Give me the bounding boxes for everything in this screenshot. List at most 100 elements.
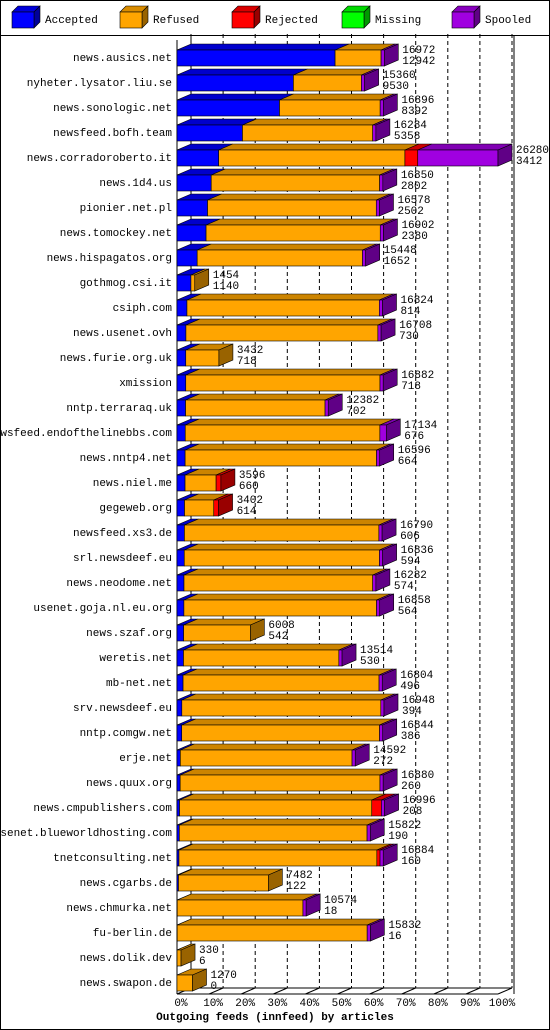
bar-segment bbox=[351, 749, 356, 767]
bar-segment bbox=[417, 149, 499, 167]
bar-segment bbox=[179, 824, 368, 842]
y-tick-label: weretis.net bbox=[99, 653, 172, 665]
bar-segment bbox=[179, 799, 373, 817]
bar-segment bbox=[185, 374, 381, 392]
total-label: 3432 bbox=[237, 345, 263, 357]
bar-segment bbox=[376, 449, 381, 467]
accepted-label: 564 bbox=[398, 606, 418, 618]
bar-side bbox=[375, 118, 391, 142]
accepted-label: 574 bbox=[394, 581, 414, 593]
bar-top bbox=[183, 643, 353, 651]
bar-segment bbox=[379, 224, 384, 242]
bar-segment bbox=[379, 424, 387, 442]
bar-segment bbox=[176, 99, 280, 117]
accepted-label: 16 bbox=[388, 931, 401, 943]
accepted-label: 272 bbox=[373, 756, 393, 768]
bar-side bbox=[382, 368, 398, 392]
bar-side bbox=[382, 768, 398, 792]
total-label: 16282 bbox=[394, 570, 427, 582]
y-tick-label: news.cgarbs.de bbox=[80, 878, 172, 890]
y-tick-label: news.furie.org.uk bbox=[60, 353, 173, 365]
bar-segment bbox=[242, 124, 373, 142]
accepted-label: 660 bbox=[239, 481, 259, 493]
bar-segment bbox=[179, 774, 381, 792]
bar-segment bbox=[184, 424, 381, 442]
total-label: 16858 bbox=[398, 595, 431, 607]
total-label: 330 bbox=[199, 945, 219, 957]
y-tick-label: news.quux.org bbox=[86, 778, 172, 790]
bar-side bbox=[268, 868, 283, 892]
bar-segment bbox=[376, 599, 381, 617]
y-tick-label: gothmog.csi.it bbox=[80, 278, 172, 290]
bar-segment bbox=[176, 249, 198, 267]
bar-side bbox=[382, 168, 398, 192]
x-tick-label: 30% bbox=[267, 998, 287, 1010]
y-tick-label: srv.newsdeef.eu bbox=[73, 703, 172, 715]
legend-swatch bbox=[119, 11, 143, 29]
bar-side bbox=[375, 568, 391, 592]
bar-segment bbox=[184, 474, 217, 492]
bar-side bbox=[341, 643, 357, 667]
bar-segment bbox=[176, 449, 186, 467]
accepted-label: 160 bbox=[401, 856, 421, 868]
total-label: 14592 bbox=[373, 745, 406, 757]
bar-segment bbox=[361, 74, 365, 92]
bar-side bbox=[384, 43, 399, 67]
bar-segment bbox=[176, 374, 187, 392]
bar-top bbox=[180, 768, 395, 776]
x-tick bbox=[497, 987, 513, 995]
bar-top bbox=[207, 193, 391, 201]
bar-segment bbox=[178, 874, 269, 892]
total-label: 16596 bbox=[398, 445, 431, 457]
bar-side bbox=[383, 218, 398, 242]
bar-segment bbox=[184, 524, 380, 542]
x-tick bbox=[241, 987, 256, 995]
x-tick-label: 50% bbox=[332, 998, 352, 1010]
accepted-label: 718 bbox=[401, 381, 421, 393]
total-label: 1270 bbox=[211, 970, 237, 982]
legend-label: Accepted bbox=[45, 15, 98, 27]
bar-segment bbox=[183, 649, 340, 667]
accepted-label: 614 bbox=[237, 506, 257, 518]
bar-side bbox=[382, 843, 398, 867]
bar-top bbox=[181, 718, 394, 726]
bar-side bbox=[192, 968, 207, 992]
bar-segment bbox=[176, 324, 187, 342]
bar-segment bbox=[176, 274, 192, 292]
bar-top bbox=[279, 93, 395, 101]
bar-segment bbox=[176, 299, 188, 317]
accepted-label: 1140 bbox=[213, 281, 239, 293]
bar-segment bbox=[183, 549, 380, 567]
bar-side bbox=[381, 518, 397, 542]
bar-segment bbox=[176, 924, 368, 942]
accepted-label: 386 bbox=[401, 731, 421, 743]
bar-side bbox=[382, 718, 398, 742]
total-label: 16972 bbox=[402, 45, 435, 57]
total-label: 15448 bbox=[384, 245, 417, 257]
bar-segment bbox=[366, 924, 371, 942]
total-label: 3402 bbox=[237, 495, 263, 507]
y-tick-label: news.neodome.net bbox=[66, 578, 172, 590]
y-tick-label: nntp.comgw.net bbox=[80, 728, 172, 740]
total-label: 16948 bbox=[402, 695, 435, 707]
y-tick-label: nntp.terraraq.uk bbox=[66, 403, 172, 415]
accepted-label: 606 bbox=[400, 531, 420, 543]
bar-segment bbox=[207, 199, 377, 217]
bar-side bbox=[354, 743, 370, 767]
bar-segment bbox=[404, 149, 419, 167]
bar-segment bbox=[378, 674, 383, 692]
bar-segment bbox=[185, 324, 379, 342]
bar-segment bbox=[176, 349, 187, 367]
bar-side bbox=[180, 943, 196, 967]
total-label: 16836 bbox=[401, 545, 434, 557]
total-label: 16884 bbox=[401, 845, 434, 857]
bar-segment bbox=[366, 824, 371, 842]
y-tick-label: news.sonologic.net bbox=[53, 103, 172, 115]
bar-side bbox=[380, 318, 396, 342]
bar-segment bbox=[176, 174, 212, 192]
total-label: 15832 bbox=[388, 920, 421, 932]
y-tick-label: csiph.com bbox=[113, 303, 173, 315]
bar-segment bbox=[176, 474, 186, 492]
bar-segment bbox=[376, 849, 381, 867]
bar-top bbox=[179, 793, 386, 801]
